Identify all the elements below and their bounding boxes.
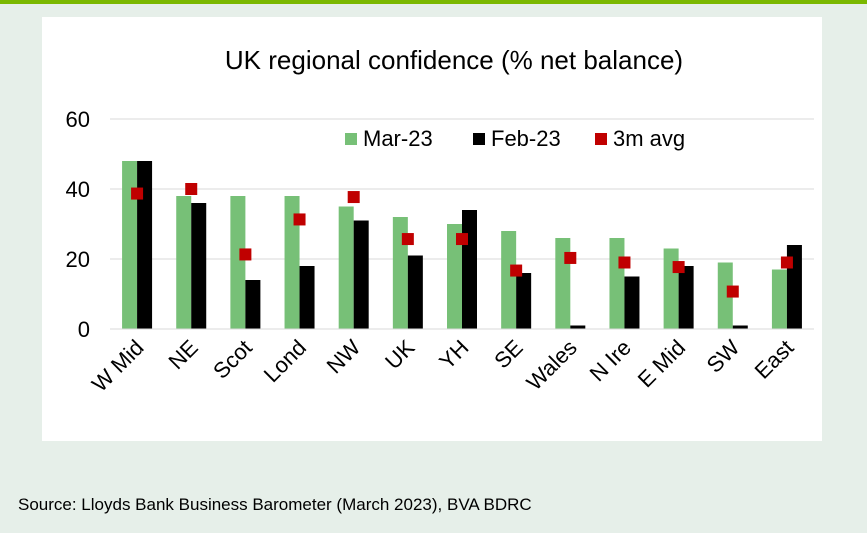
bar-mar-23 xyxy=(555,238,571,329)
bar-mar-23 xyxy=(176,196,192,329)
legend-swatch xyxy=(595,133,607,145)
marker-3m-avg xyxy=(131,187,144,200)
x-tick-label: NW xyxy=(322,335,366,379)
marker-3m-avg xyxy=(510,264,523,277)
bar-mar-23 xyxy=(609,238,625,329)
marker-3m-avg xyxy=(401,233,414,246)
x-tick-label: UK xyxy=(380,335,420,375)
marker-3m-avg xyxy=(456,233,468,246)
bar-feb-23 xyxy=(299,266,315,329)
source-note: Source: Lloyds Bank Business Barometer (… xyxy=(18,495,532,514)
x-tick-label: SW xyxy=(702,335,745,378)
legend-label: 3m avg xyxy=(613,126,685,151)
bar-feb-23 xyxy=(732,325,748,329)
x-tick-label: N Ire xyxy=(585,335,636,386)
marker-3m-avg xyxy=(564,251,577,264)
bar-mar-23 xyxy=(122,161,138,329)
marker-3m-avg xyxy=(347,191,360,204)
bar-feb-23 xyxy=(137,161,153,329)
y-tick-label: 0 xyxy=(78,317,90,342)
marker-3m-avg xyxy=(672,261,685,274)
x-tick-label: YH xyxy=(434,335,473,374)
x-tick-label: Lond xyxy=(259,335,311,387)
bar-mar-23 xyxy=(717,262,733,329)
marker-3m-avg xyxy=(239,248,252,261)
bar-mar-23 xyxy=(771,269,787,329)
x-tick-label: Scot xyxy=(208,335,257,384)
marker-3m-avg xyxy=(780,256,793,269)
legend-label: Mar-23 xyxy=(363,126,433,151)
bar-mar-23 xyxy=(338,206,354,329)
x-tick-label: Wales xyxy=(522,335,582,395)
bar-feb-23 xyxy=(678,266,694,329)
bar-mar-23 xyxy=(501,231,517,329)
bar-feb-23 xyxy=(191,203,207,329)
x-tick-label: East xyxy=(750,335,799,384)
bar-feb-23 xyxy=(516,273,532,329)
top-accent-bar xyxy=(0,0,867,4)
x-tick-label: NE xyxy=(163,335,202,374)
bar-feb-23 xyxy=(407,255,423,329)
legend-swatch xyxy=(345,133,357,145)
marker-3m-avg xyxy=(618,256,631,269)
chart-panel: UK regional confidence (% net balance) 0 2… xyxy=(42,17,822,441)
bar-feb-23 xyxy=(353,220,369,329)
chart: UK regional confidence (% net balance) 0 2… xyxy=(66,45,814,397)
marker-3m-avg xyxy=(185,183,198,195)
bar-mar-23 xyxy=(230,196,246,329)
x-tick-label: W Mid xyxy=(87,335,149,397)
y-tick-label: 60 xyxy=(66,107,90,132)
x-tick-label: SE xyxy=(489,335,527,373)
bar-mar-23 xyxy=(663,248,679,329)
bar-feb-23 xyxy=(245,280,261,329)
legend-label: Feb-23 xyxy=(491,126,561,151)
bar-feb-23 xyxy=(624,276,640,329)
chart-title: UK regional confidence (% net balance) xyxy=(225,45,683,75)
x-tick-label: E Mid xyxy=(633,335,690,392)
bar-mar-23 xyxy=(284,196,300,329)
y-tick-label: 20 xyxy=(66,247,90,272)
bar-feb-23 xyxy=(462,210,477,329)
marker-3m-avg xyxy=(726,285,739,298)
marker-3m-avg xyxy=(293,213,306,226)
bar-mar-23 xyxy=(447,224,462,329)
bar-feb-23 xyxy=(570,325,586,329)
y-tick-label: 40 xyxy=(66,177,90,202)
legend-swatch xyxy=(473,133,485,145)
